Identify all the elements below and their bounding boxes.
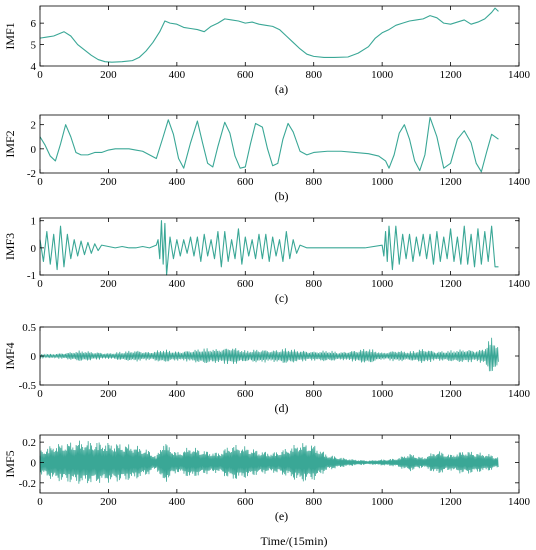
signal-line [39,220,499,276]
x-tick-label: 1400 [508,496,531,508]
y-axis-label: IMF1 [3,22,17,49]
x-tick-label: 600 [237,496,254,508]
panel-caption: (c) [275,291,288,305]
y-tick-label: -0.2 [19,478,36,490]
x-tick-label: 1000 [371,69,394,81]
series-imf1 [39,7,499,63]
series-imf5 [39,440,499,484]
x-tick-label: 800 [305,176,322,188]
y-tick-label: 4 [31,61,37,73]
x-tick-label: 800 [305,278,322,290]
x-tick-label: 400 [169,278,186,290]
x-tick-label: 1000 [371,176,394,188]
y-tick-label: 0 [31,243,37,255]
signal-line [39,7,499,63]
panel-caption: (e) [275,509,288,523]
x-tick-label: 200 [100,176,117,188]
axes-frame [39,434,520,494]
y-axis-label: IMF4 [3,342,17,369]
x-tick-label: 1000 [371,496,394,508]
x-tick-label: 800 [305,69,322,81]
x-tick-label: 0 [37,496,43,508]
x-tick-label: 200 [100,69,117,81]
panel-caption: (b) [275,189,289,203]
x-tick-label: 400 [169,69,186,81]
x-tick-label: 400 [169,496,186,508]
y-axis-label: IMF2 [3,130,17,157]
y-tick-label: 6 [31,18,37,30]
x-axis-label: Time/(15min) [261,534,328,548]
x-tick-label: 600 [237,278,254,290]
y-tick-label: 0 [31,457,37,469]
x-tick-label: 1000 [371,278,394,290]
x-tick-label: 1200 [440,496,463,508]
y-axis-label: IMF3 [3,233,17,260]
x-tick-label: 0 [37,176,43,188]
signal-line [39,337,499,372]
series-imf4 [39,337,499,372]
x-tick-label: 0 [37,388,43,400]
y-tick-label: 0.5 [22,322,36,334]
axes-frame [39,5,520,67]
y-tick-label: 5 [31,40,37,52]
y-tick-label: 0 [31,144,37,156]
x-tick-label: 800 [305,496,322,508]
y-tick-label: 1 [31,216,37,228]
panel-caption: (d) [275,401,289,415]
x-tick-label: 1400 [508,388,531,400]
y-tick-label: -2 [27,168,36,180]
y-tick-label: -0.5 [19,380,37,392]
x-tick-label: 400 [169,388,186,400]
x-tick-label: 1400 [508,176,531,188]
x-tick-label: 1400 [508,69,531,81]
y-tick-label: 0.2 [22,437,36,449]
y-axis-label: IMF5 [3,450,17,477]
axes-frame [39,114,520,174]
x-tick-label: 800 [305,388,322,400]
x-tick-label: 600 [237,69,254,81]
x-tick-label: 600 [237,176,254,188]
axes-frame [39,217,520,276]
signal-line [39,116,499,173]
x-tick-label: 0 [37,278,43,290]
x-tick-label: 1400 [508,278,531,290]
y-tick-label: 0 [31,351,37,363]
panel-imf1: 0 200 400 600 800 1000 1200 1400 4 5 6 IMF1 (a) [3,5,531,96]
x-tick-label: 1000 [371,388,394,400]
x-tick-label: 1200 [440,278,463,290]
y-tick-label: 2 [31,120,37,132]
x-tick-label: 1200 [440,176,463,188]
x-tick-label: 200 [100,388,117,400]
x-tick-label: 1200 [440,388,463,400]
x-tick-label: 0 [37,69,43,81]
x-tick-label: 200 [100,496,117,508]
x-tick-label: 200 [100,278,117,290]
signal-line [39,440,499,484]
series-imf2 [39,116,499,173]
x-tick-label: 600 [237,388,254,400]
x-tick-label: 400 [169,176,186,188]
y-tick-label: -1 [27,270,36,282]
x-tick-label: 1200 [440,69,463,81]
panel-caption: (a) [275,82,288,96]
series-imf3 [39,220,499,276]
